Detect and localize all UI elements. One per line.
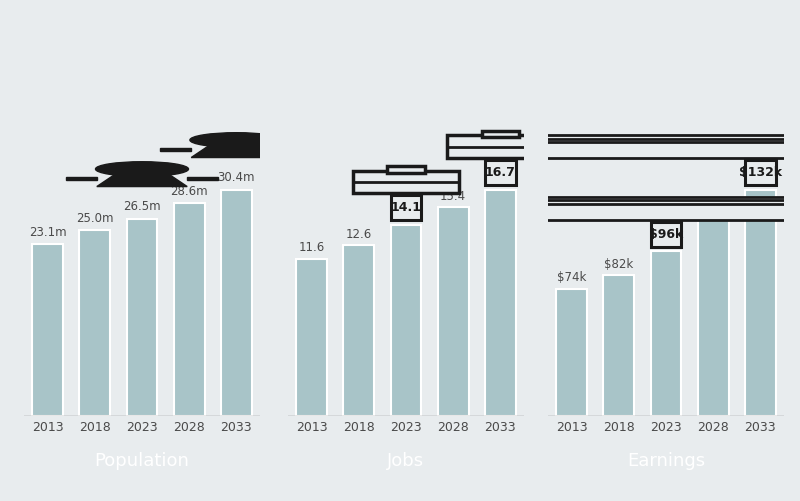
Bar xyxy=(390,225,422,416)
Polygon shape xyxy=(187,177,218,180)
Text: $132k: $132k xyxy=(739,166,782,179)
Text: 26.5m: 26.5m xyxy=(123,200,161,213)
Text: $82k: $82k xyxy=(604,258,634,271)
FancyBboxPatch shape xyxy=(486,160,515,185)
Bar xyxy=(221,189,252,416)
Text: 12.6: 12.6 xyxy=(346,227,372,240)
FancyBboxPatch shape xyxy=(446,135,800,151)
FancyBboxPatch shape xyxy=(379,139,800,154)
Bar xyxy=(32,244,63,416)
FancyBboxPatch shape xyxy=(312,142,800,158)
Bar xyxy=(296,259,327,416)
FancyBboxPatch shape xyxy=(387,166,425,173)
Bar xyxy=(603,275,634,416)
FancyBboxPatch shape xyxy=(352,197,800,212)
Bar xyxy=(650,252,682,416)
Bar xyxy=(174,203,205,416)
FancyBboxPatch shape xyxy=(482,131,519,137)
Circle shape xyxy=(190,133,283,147)
Text: $116k: $116k xyxy=(694,199,732,212)
Text: 11.6: 11.6 xyxy=(298,241,325,254)
Polygon shape xyxy=(282,148,313,151)
Bar xyxy=(79,230,110,416)
Text: 25.0m: 25.0m xyxy=(76,212,114,225)
Bar xyxy=(556,289,587,416)
Bar xyxy=(438,207,469,416)
Polygon shape xyxy=(160,148,191,151)
Text: 14.1: 14.1 xyxy=(390,201,422,214)
Text: Jobs: Jobs xyxy=(387,452,425,470)
Bar xyxy=(698,217,729,416)
FancyBboxPatch shape xyxy=(353,171,459,193)
Bar xyxy=(745,189,776,416)
Polygon shape xyxy=(97,173,187,186)
Text: 16.7: 16.7 xyxy=(485,166,516,179)
FancyBboxPatch shape xyxy=(447,135,554,158)
FancyBboxPatch shape xyxy=(651,222,681,247)
Text: Population: Population xyxy=(94,452,190,470)
Text: $74k: $74k xyxy=(557,272,586,285)
Bar xyxy=(126,218,158,416)
Circle shape xyxy=(95,162,189,176)
FancyBboxPatch shape xyxy=(746,160,775,185)
FancyBboxPatch shape xyxy=(218,204,800,219)
Polygon shape xyxy=(191,144,282,157)
FancyBboxPatch shape xyxy=(285,200,800,216)
Bar xyxy=(485,189,516,416)
Bar xyxy=(343,245,374,416)
Text: 28.6m: 28.6m xyxy=(170,185,208,198)
Text: 23.1m: 23.1m xyxy=(29,226,66,239)
Text: 30.4m: 30.4m xyxy=(218,171,255,184)
Text: 15.4: 15.4 xyxy=(440,190,466,203)
Polygon shape xyxy=(66,177,97,180)
Text: Earnings: Earnings xyxy=(627,452,705,470)
Text: $96k: $96k xyxy=(649,228,683,241)
FancyBboxPatch shape xyxy=(391,195,421,220)
